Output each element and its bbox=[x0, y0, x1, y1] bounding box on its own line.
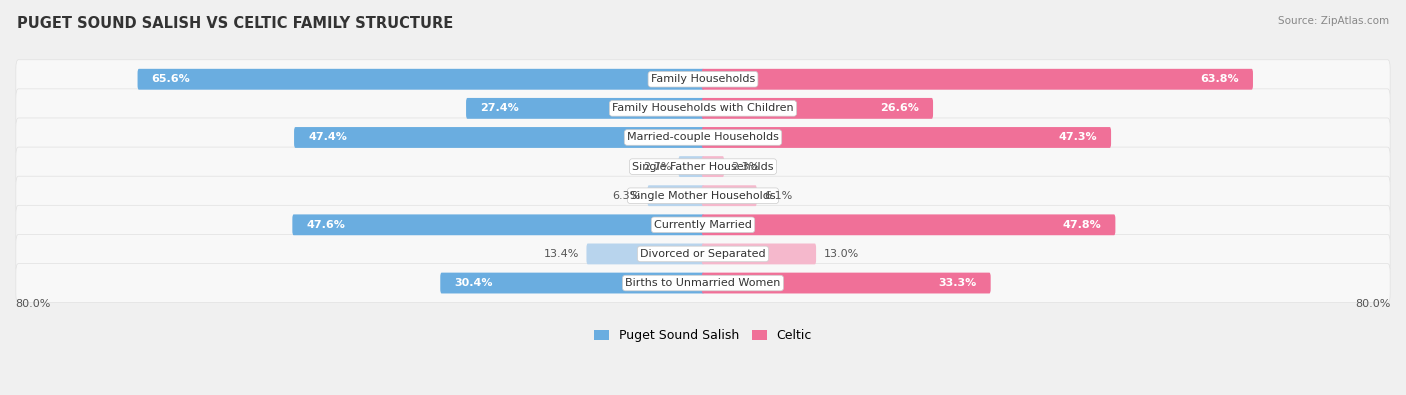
Text: 47.6%: 47.6% bbox=[307, 220, 346, 230]
Text: 47.8%: 47.8% bbox=[1063, 220, 1101, 230]
FancyBboxPatch shape bbox=[15, 147, 1391, 186]
Text: 33.3%: 33.3% bbox=[938, 278, 977, 288]
Text: Single Mother Households: Single Mother Households bbox=[630, 191, 776, 201]
FancyBboxPatch shape bbox=[15, 89, 1391, 128]
Text: Divorced or Separated: Divorced or Separated bbox=[640, 249, 766, 259]
FancyBboxPatch shape bbox=[15, 176, 1391, 215]
Text: Married-couple Households: Married-couple Households bbox=[627, 132, 779, 143]
FancyBboxPatch shape bbox=[702, 156, 724, 177]
FancyBboxPatch shape bbox=[648, 185, 704, 206]
Legend: Puget Sound Salish, Celtic: Puget Sound Salish, Celtic bbox=[589, 324, 817, 347]
FancyBboxPatch shape bbox=[294, 127, 704, 148]
FancyBboxPatch shape bbox=[15, 263, 1391, 303]
Text: Currently Married: Currently Married bbox=[654, 220, 752, 230]
Text: Births to Unmarried Women: Births to Unmarried Women bbox=[626, 278, 780, 288]
Text: 30.4%: 30.4% bbox=[454, 278, 494, 288]
FancyBboxPatch shape bbox=[702, 273, 991, 293]
FancyBboxPatch shape bbox=[702, 127, 1111, 148]
Text: 47.4%: 47.4% bbox=[308, 132, 347, 143]
FancyBboxPatch shape bbox=[15, 60, 1391, 99]
Text: 6.3%: 6.3% bbox=[612, 191, 640, 201]
Text: 13.4%: 13.4% bbox=[544, 249, 579, 259]
FancyBboxPatch shape bbox=[702, 185, 756, 206]
Text: Single Father Households: Single Father Households bbox=[633, 162, 773, 171]
Text: 6.1%: 6.1% bbox=[763, 191, 793, 201]
Text: 2.7%: 2.7% bbox=[643, 162, 671, 171]
Text: 63.8%: 63.8% bbox=[1201, 74, 1239, 84]
Text: Family Households: Family Households bbox=[651, 74, 755, 84]
Text: 65.6%: 65.6% bbox=[152, 74, 190, 84]
FancyBboxPatch shape bbox=[702, 98, 934, 119]
Text: 2.3%: 2.3% bbox=[731, 162, 759, 171]
Text: PUGET SOUND SALISH VS CELTIC FAMILY STRUCTURE: PUGET SOUND SALISH VS CELTIC FAMILY STRU… bbox=[17, 16, 453, 31]
FancyBboxPatch shape bbox=[586, 243, 704, 264]
Text: 26.6%: 26.6% bbox=[880, 103, 920, 113]
Text: 13.0%: 13.0% bbox=[824, 249, 859, 259]
Text: 27.4%: 27.4% bbox=[481, 103, 519, 113]
Text: 80.0%: 80.0% bbox=[15, 299, 51, 309]
FancyBboxPatch shape bbox=[465, 98, 704, 119]
FancyBboxPatch shape bbox=[702, 69, 1253, 90]
FancyBboxPatch shape bbox=[292, 214, 704, 235]
Text: Source: ZipAtlas.com: Source: ZipAtlas.com bbox=[1278, 16, 1389, 26]
FancyBboxPatch shape bbox=[702, 243, 815, 264]
FancyBboxPatch shape bbox=[679, 156, 704, 177]
FancyBboxPatch shape bbox=[138, 69, 704, 90]
FancyBboxPatch shape bbox=[15, 205, 1391, 245]
Text: Family Households with Children: Family Households with Children bbox=[612, 103, 794, 113]
FancyBboxPatch shape bbox=[440, 273, 704, 293]
Text: 47.3%: 47.3% bbox=[1059, 132, 1097, 143]
FancyBboxPatch shape bbox=[15, 118, 1391, 157]
FancyBboxPatch shape bbox=[702, 214, 1115, 235]
Text: 80.0%: 80.0% bbox=[1355, 299, 1391, 309]
FancyBboxPatch shape bbox=[15, 234, 1391, 273]
